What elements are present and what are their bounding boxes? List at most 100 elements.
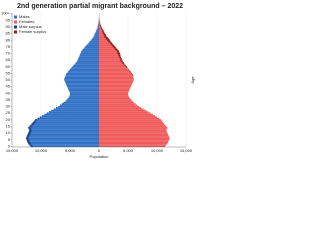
male-bar bbox=[64, 79, 99, 81]
female-bar bbox=[99, 101, 134, 104]
male-bar bbox=[56, 107, 99, 109]
male-bar bbox=[68, 88, 99, 90]
female-surplus bbox=[116, 50, 119, 52]
male-bar bbox=[28, 143, 100, 145]
female-bar bbox=[99, 124, 166, 126]
male-bar bbox=[29, 144, 99, 146]
female-bar bbox=[99, 42, 112, 44]
male-bar bbox=[77, 59, 99, 61]
male-bar bbox=[67, 71, 99, 73]
female-bar bbox=[99, 121, 163, 124]
y-tick-label: 5 bbox=[8, 137, 11, 142]
y-tick-label: 15 bbox=[6, 123, 11, 128]
female-bar bbox=[99, 35, 107, 37]
male-bar bbox=[64, 78, 99, 80]
y-tick-label: 70 bbox=[6, 51, 11, 56]
female-surplus bbox=[132, 74, 133, 76]
female-bar bbox=[99, 30, 104, 32]
male-bar bbox=[64, 80, 99, 82]
male-surplus bbox=[32, 121, 36, 124]
male-bar bbox=[68, 96, 99, 98]
legend-swatch bbox=[14, 20, 17, 24]
legend-label: Females bbox=[19, 19, 34, 24]
male-bar bbox=[83, 47, 99, 49]
male-bar bbox=[96, 28, 99, 31]
female-bar bbox=[99, 128, 167, 130]
female-bar bbox=[99, 99, 132, 101]
female-bar bbox=[99, 136, 170, 138]
female-surplus bbox=[124, 64, 126, 67]
female-bar bbox=[99, 129, 167, 132]
female-bar bbox=[99, 115, 156, 117]
female-bar bbox=[99, 46, 116, 48]
x-tick-label: 5,000 bbox=[65, 148, 76, 153]
male-surplus bbox=[27, 133, 30, 136]
male-bar bbox=[96, 30, 99, 32]
male-surplus bbox=[61, 103, 63, 105]
female-bar bbox=[99, 64, 126, 67]
female-surplus bbox=[132, 75, 134, 77]
male-bar bbox=[27, 141, 99, 144]
female-surplus bbox=[112, 46, 116, 48]
female-surplus bbox=[107, 39, 111, 41]
male-bar bbox=[68, 70, 99, 72]
male-bar bbox=[30, 124, 100, 126]
y-tick-label: 75 bbox=[6, 44, 11, 49]
male-bar bbox=[66, 72, 99, 75]
female-bar bbox=[99, 70, 130, 72]
y-tick-label: 45 bbox=[6, 84, 11, 89]
female-surplus bbox=[119, 58, 122, 60]
male-bar bbox=[70, 93, 99, 96]
male-surplus bbox=[29, 144, 32, 146]
male-bar bbox=[81, 50, 99, 52]
female-bar bbox=[99, 87, 131, 89]
female-bar bbox=[99, 119, 162, 121]
male-bar bbox=[79, 55, 99, 57]
female-bar bbox=[99, 89, 130, 92]
female-bar bbox=[99, 23, 101, 25]
male-bar bbox=[39, 116, 99, 118]
male-bar bbox=[26, 136, 99, 138]
female-bar bbox=[99, 50, 119, 52]
female-bar bbox=[99, 92, 128, 94]
female-surplus bbox=[103, 34, 106, 36]
female-bar bbox=[99, 123, 164, 125]
female-bar bbox=[99, 55, 121, 57]
female-bar bbox=[99, 100, 133, 102]
female-bar bbox=[99, 141, 169, 144]
female-surplus bbox=[115, 48, 118, 51]
male-bar bbox=[51, 109, 99, 112]
male-bar bbox=[34, 120, 99, 122]
male-bar bbox=[28, 132, 100, 134]
female-surplus bbox=[102, 31, 105, 33]
female-bar bbox=[99, 88, 130, 90]
y-tick-label: 50 bbox=[6, 77, 11, 82]
female-surplus bbox=[101, 30, 104, 32]
legend-swatch bbox=[14, 30, 17, 34]
female-bar bbox=[99, 133, 169, 136]
male-bar bbox=[87, 43, 99, 45]
male-surplus bbox=[30, 124, 33, 126]
female-bar bbox=[99, 44, 115, 47]
female-surplus bbox=[126, 67, 128, 69]
female-surplus bbox=[111, 44, 115, 47]
male-bar bbox=[76, 60, 99, 63]
male-bar bbox=[66, 99, 99, 101]
male-bar bbox=[89, 40, 99, 43]
male-surplus bbox=[27, 135, 30, 137]
legend-swatch bbox=[14, 25, 17, 29]
female-surplus bbox=[118, 55, 121, 57]
x-tick-label: 0 bbox=[98, 148, 101, 153]
female-surplus bbox=[125, 66, 127, 68]
male-bar bbox=[69, 91, 99, 93]
male-bar bbox=[44, 113, 99, 116]
male-surplus bbox=[58, 105, 59, 108]
female-bar bbox=[99, 97, 131, 100]
male-bar bbox=[61, 103, 99, 105]
male-surplus bbox=[63, 101, 65, 104]
male-surplus bbox=[26, 139, 29, 141]
male-bar bbox=[60, 104, 99, 106]
female-surplus bbox=[103, 32, 105, 35]
female-bar bbox=[99, 38, 109, 40]
female-bar bbox=[99, 96, 130, 98]
